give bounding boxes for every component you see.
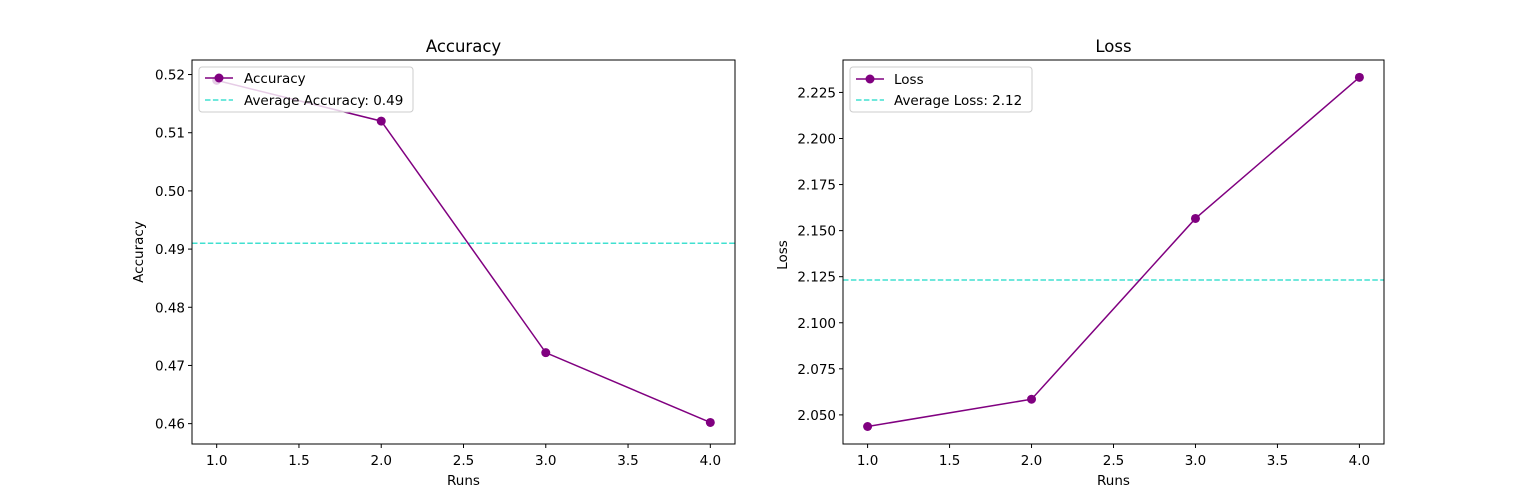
y-tick-label: 2.075 [797,362,836,378]
data-point [1354,72,1364,82]
legend-average-label: Average Accuracy: 0.49 [244,93,403,109]
y-tick-label: 2.225 [797,85,836,101]
y-tick-label: 0.49 [155,242,185,258]
legend-average-label: Average Loss: 2.12 [894,93,1022,109]
x-tick-label: 3.0 [1185,453,1206,469]
legend: Accuracy Average Accuracy: 0.49 [198,66,414,113]
y-tick-label: 0.52 [155,68,185,84]
x-tick-label: 1.5 [288,453,309,469]
chart-panel-accuracy: Accuracy 1.0 1.5 2.0 2.5 3.0 3.5 4.0 0.46 0.47 0.… [131,37,736,489]
data-point [1027,394,1037,404]
x-tick-label: 2.5 [1103,453,1124,469]
legend: Loss Average Loss: 2.12 [849,66,1033,113]
x-axis-label: Runs [447,473,480,489]
data-point [376,116,386,126]
x-tick-label: 1.0 [206,453,227,469]
y-tick-label: 2.050 [797,408,836,424]
x-tick-label: 2.0 [370,453,391,469]
plot-frame [191,59,736,445]
x-tick-label: 2.5 [453,453,474,469]
plot-area: 1.0 1.5 2.0 2.5 3.0 3.5 4.0 0.46 0.47 0.48 0.49 0.5… [155,68,735,469]
x-tick-label: 4.0 [700,453,721,469]
chart-title: Accuracy [426,37,502,56]
legend-box [849,66,1033,113]
x-tick-label: 4.0 [1349,453,1370,469]
legend-series-marker [865,74,875,84]
y-axis-label: Loss [775,240,791,270]
data-point [541,348,551,358]
x-tick-label: 1.5 [939,453,960,469]
y-tick-label: 2.175 [797,178,836,194]
x-axis-label: Runs [1097,473,1130,489]
y-tick-label: 0.46 [155,417,185,433]
legend-series-marker [214,73,224,83]
data-point [705,417,715,427]
legend-series-label: Loss [894,72,924,88]
series-line [216,79,711,424]
y-tick-label: 0.47 [155,358,185,374]
data-point [863,421,873,431]
y-tick-label: 2.200 [797,131,836,147]
x-tick-label: 3.5 [1267,453,1288,469]
x-tick-label: 3.0 [535,453,556,469]
legend-series-label: Accuracy [244,71,306,87]
plot-frame [842,59,1385,445]
data-point [1190,213,1200,223]
x-tick-label: 2.0 [1021,453,1042,469]
y-tick-label: 2.150 [797,224,836,240]
plot-area: 1.0 1.5 2.0 2.5 3.0 3.5 4.0 2.050 2.075 2.100 2.12… [797,72,1384,469]
legend-box [198,66,414,113]
chart-title: Loss [1095,37,1131,56]
y-tick-label: 2.125 [797,270,836,286]
y-tick-label: 0.50 [155,184,185,200]
x-tick-label: 1.0 [857,453,878,469]
chart-panel-loss: Loss 1.0 1.5 2.0 2.5 3.0 3.5 4.0 2.050 2.075 2.10… [775,37,1385,489]
x-tick-label: 3.5 [617,453,638,469]
y-tick-label: 0.48 [155,300,185,316]
y-tick-label: 2.100 [797,316,836,332]
y-tick-label: 0.51 [155,126,185,142]
series-line [867,76,1360,428]
y-axis-label: Accuracy [131,221,147,283]
